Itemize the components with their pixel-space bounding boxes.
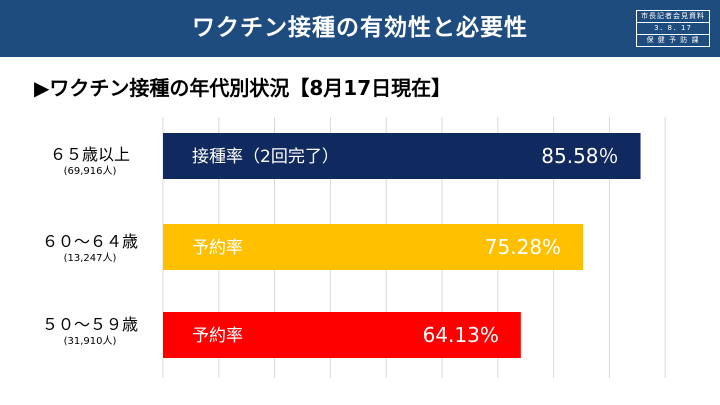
bar <box>163 224 584 270</box>
bar <box>163 312 521 358</box>
page-title: ワクチン接種の有効性と必要性 <box>192 15 528 41</box>
stamp-line: 市長記者会見資料 <box>637 11 709 23</box>
bar <box>163 133 641 179</box>
chart-subtitle: ▶ワクチン接種の年代別状況【8月17日現在】 <box>34 76 452 100</box>
category-count: (31,910人) <box>63 336 117 347</box>
category-name: ５０～５９歳 <box>41 315 138 334</box>
stamp-dept: 保 健 予 防 課 <box>646 36 700 44</box>
stamp-date: 3．8．17 <box>637 23 709 35</box>
category-count: (69,916人) <box>63 166 117 177</box>
bar-label: 接種率（2回完了） <box>192 147 339 167</box>
bar-label: 予約率 <box>192 238 243 258</box>
category-name: ６０～６４歳 <box>41 232 138 251</box>
category-label-60-64: ６０～６４歳 (13,247人) <box>20 232 160 265</box>
category-name: ６５歳以上 <box>49 145 130 164</box>
document-stamp: 市長記者会見資料 3．8．17 保 健 予 防 課 <box>636 10 710 47</box>
header-bar <box>0 0 720 57</box>
category-label-65plus: ６５歳以上 (69,916人) <box>20 145 160 178</box>
data-label: 75.28% <box>485 235 561 259</box>
category-count: (13,247人) <box>63 253 117 264</box>
data-label: 64.13% <box>423 323 499 347</box>
bar-label: 予約率 <box>192 326 243 346</box>
category-label-50-59: ５０～５９歳 (31,910人) <box>20 315 160 348</box>
data-label: 85.58％ <box>541 144 618 168</box>
